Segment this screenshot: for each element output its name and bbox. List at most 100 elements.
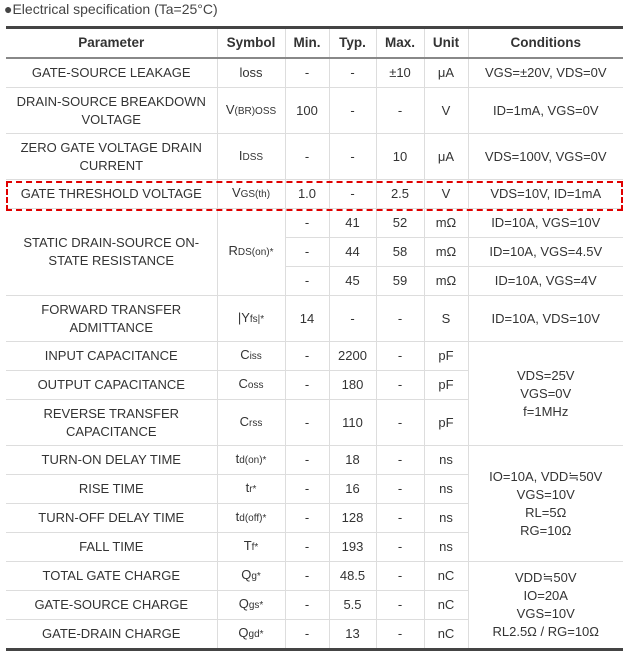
cell-parameter: ZERO GATE VOLTAGE DRAIN CURRENT xyxy=(6,133,218,180)
cell-max: ±10 xyxy=(375,57,425,88)
cell-parameter: FALL TIME xyxy=(6,532,218,562)
cell-min: - xyxy=(284,503,330,533)
cell-min: - xyxy=(285,266,330,296)
cell-min: - xyxy=(284,370,330,400)
cell-unit: ns xyxy=(423,503,468,533)
cell-conditions: VDS=10V, ID=1mA xyxy=(467,179,623,209)
table-row: DRAIN-SOURCE BREAKDOWN VOLTAGE V(BR)OSS 10… xyxy=(6,87,623,134)
cell-parameter: DRAIN-SOURCE BREAKDOWN VOLTAGE xyxy=(6,87,218,134)
header-symbol: Symbol xyxy=(216,27,286,59)
cell-typ: - xyxy=(328,57,377,88)
cell-max: - xyxy=(375,474,425,504)
cell-symbol: Coss xyxy=(216,370,286,400)
cell-min: - xyxy=(284,399,330,446)
cell-min: - xyxy=(284,57,330,88)
table-row: GATE-SOURCE LEAKAGE loss - - ±10 μA VGS=±20V, … xyxy=(6,57,623,88)
cell-unit: pF xyxy=(423,341,469,371)
cell-typ: 44 xyxy=(328,237,377,267)
cell-max: - xyxy=(375,590,425,620)
cell-symbol: Ciss xyxy=(216,341,286,371)
cell-min: 1.0 xyxy=(284,179,330,209)
cell-unit: ns xyxy=(423,532,468,562)
cell-typ: - xyxy=(328,179,377,209)
cell-min: - xyxy=(284,590,330,620)
cell-conditions: VDD≒50V IO=20A VGS=10V RL2.5Ω / RG=10Ω xyxy=(467,561,623,650)
cell-conditions: ID=10A, VGS=4.5V xyxy=(467,237,623,267)
cell-conditions: ID=10A, VDS=10V xyxy=(467,295,623,342)
cell-parameter: REVERSE TRANSFER CAPACITANCE xyxy=(6,399,218,446)
header-max: Max. xyxy=(375,27,425,59)
header-parameter: Parameter xyxy=(6,27,218,59)
cell-max: 52 xyxy=(375,208,425,238)
table-row: TURN-ON DELAY TIME td(on)* -18- ns IO=10A, V… xyxy=(6,445,623,562)
cell-min: - xyxy=(284,208,330,238)
cell-typ: - xyxy=(328,295,377,342)
cell-min: 14 xyxy=(284,295,330,342)
table-row: INPUT CAPACITANCE Ciss -2200- pF VDS=25V VGS=… xyxy=(6,341,623,446)
cell-conditions: IO=10A, VDD≒50V VGS=10V RL=5Ω RG=10Ω xyxy=(467,445,623,562)
cell-min: - xyxy=(284,532,330,562)
cell-parameter: GATE-DRAIN CHARGE xyxy=(6,619,218,650)
cell-max: 58 xyxy=(375,237,425,267)
cell-symbol: IDSS xyxy=(216,133,286,180)
cell-unit: μA xyxy=(423,133,469,180)
cell-typ: 13 xyxy=(328,619,377,650)
cell-unit: V xyxy=(423,179,469,209)
cell-max: - xyxy=(375,619,425,650)
header-row: Parameter Symbol Min. Typ. Max. Unit Condition… xyxy=(6,27,623,59)
cell-max: - xyxy=(375,561,425,591)
cell-symbol: td(on)* xyxy=(216,445,286,475)
cell-unit: pF xyxy=(423,370,468,400)
cell-symbol: loss xyxy=(216,57,286,88)
cell-typ: 110 xyxy=(328,399,377,446)
cell-parameter: GATE THRESHOLD VOLTAGE xyxy=(6,179,218,209)
cell-symbol: tr* xyxy=(216,474,286,504)
table-row: -45 59 mΩ ID=10A, VGS=4V xyxy=(6,266,623,296)
cell-min: - xyxy=(284,445,330,475)
cell-max: - xyxy=(375,532,425,562)
cell-symbol: Crss xyxy=(216,399,286,446)
cell-min: 100 xyxy=(284,87,330,134)
cell-max: 10 xyxy=(375,133,425,180)
cell-parameter: RISE TIME xyxy=(6,474,218,504)
cell-min: - xyxy=(284,133,330,180)
cell-min: - xyxy=(285,237,330,267)
table-row: REVERSE TRANSFER CAPACITANCE Crss -110- pF xyxy=(6,399,623,446)
header-typ: Typ. xyxy=(328,27,377,59)
cell-symbol: RDS(on)* xyxy=(216,208,286,296)
cell-conditions: ID=10A, VGS=4V xyxy=(467,266,623,296)
cell-unit: V xyxy=(423,87,469,134)
spec-table: Parameter Symbol Min. Typ. Max. Unit Condition… xyxy=(6,26,623,651)
cell-unit: mΩ xyxy=(423,266,469,296)
cell-typ: 180 xyxy=(328,370,377,400)
cell-max: - xyxy=(375,87,425,134)
cell-unit: nC xyxy=(423,590,468,620)
cell-parameter: FORWARD TRANSFER ADMITTANCE xyxy=(6,295,218,342)
cell-min: - xyxy=(284,474,330,504)
cell-parameter: GATE-SOURCE CHARGE xyxy=(6,590,218,620)
cell-unit: ns xyxy=(423,474,468,504)
cell-conditions: VDS=100V, VGS=0V xyxy=(467,133,623,180)
cell-min: - xyxy=(284,561,330,591)
cell-conditions: VGS=±20V, VDS=0V xyxy=(467,57,623,88)
cell-max: - xyxy=(375,370,425,400)
cell-typ: 41 xyxy=(328,208,377,238)
cell-conditions: ID=1mA, VGS=0V xyxy=(467,87,623,134)
table-row: OUTPUT CAPACITANCE Coss -180- pF xyxy=(6,370,623,400)
cell-unit: μA xyxy=(423,57,469,88)
cell-max: - xyxy=(375,503,425,533)
table-row: GATE THRESHOLD VOLTAGE VGS(th) 1.0-2.5 V VDS… xyxy=(6,179,623,209)
table-row: FORWARD TRANSFER ADMITTANCE |Yfs|* 14- - S ID… xyxy=(6,295,623,342)
cell-min: - xyxy=(284,619,330,650)
table-row: STATIC DRAIN-SOURCE ON-STATE RESISTANCE R… xyxy=(6,208,623,296)
table-row: ZERO GATE VOLTAGE DRAIN CURRENT IDSS - -10 μ… xyxy=(6,133,623,180)
section-title: ●Electrical specification (Ta=25°C) xyxy=(4,1,218,17)
cell-typ: 48.5 xyxy=(328,561,377,591)
table-row: FALL TIME Tf* -193- ns xyxy=(6,532,623,562)
cell-max: - xyxy=(375,295,425,342)
cell-symbol: Qg* xyxy=(216,561,286,591)
cell-symbol: Tf* xyxy=(216,532,286,562)
cell-typ: 5.5 xyxy=(328,590,377,620)
cell-max: - xyxy=(375,399,425,446)
cell-unit: nC xyxy=(423,619,468,650)
